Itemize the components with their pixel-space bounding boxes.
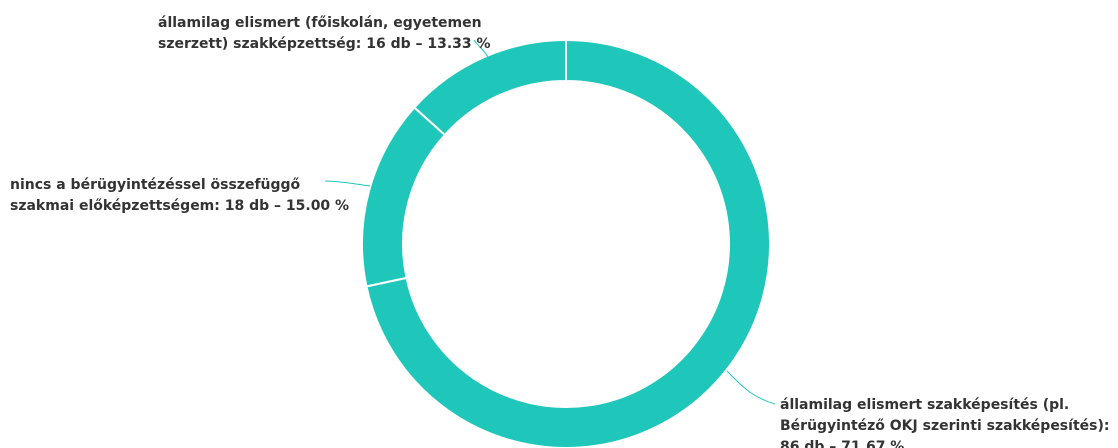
leader-line-slice-0	[726, 370, 776, 405]
donut-slice-2[interactable]	[412, 38, 567, 137]
donut-slice-1[interactable]	[361, 106, 447, 288]
slice-label-0-line-1: államilag elismert szakképesítés (pl.	[780, 397, 1069, 413]
slice-label-0-line-2: Bérügyintéző OKJ szerinti szakképesítés)…	[780, 418, 1109, 434]
slice-label-1: nincs a bérügyintézéssel összefüggő szak…	[10, 177, 349, 214]
slice-label-2: államilag elismert (főiskolán, egyetemen…	[158, 15, 491, 52]
slice-label-2-line-1: államilag elismert (főiskolán, egyetemen	[158, 15, 482, 31]
leader-line-slice-1	[324, 180, 371, 187]
donut-slices	[361, 38, 771, 448]
slice-label-0: államilag elismert szakképesítés (pl. Bé…	[780, 397, 1114, 448]
leader-lines	[324, 39, 776, 405]
donut-slice-0[interactable]	[365, 38, 771, 448]
leader-line-slice-2	[473, 39, 489, 58]
slice-label-0-line-3: 86 db – 71.67 %	[780, 439, 904, 448]
slice-label-1-line-2: szakmai előképzettségem: 18 db – 15.00 %	[10, 198, 349, 214]
slice-label-1-line-1: nincs a bérügyintézéssel összefüggő	[10, 177, 301, 193]
slice-label-2-line-2: szerzett) szakképzettség: 16 db – 13.33 …	[158, 36, 491, 52]
